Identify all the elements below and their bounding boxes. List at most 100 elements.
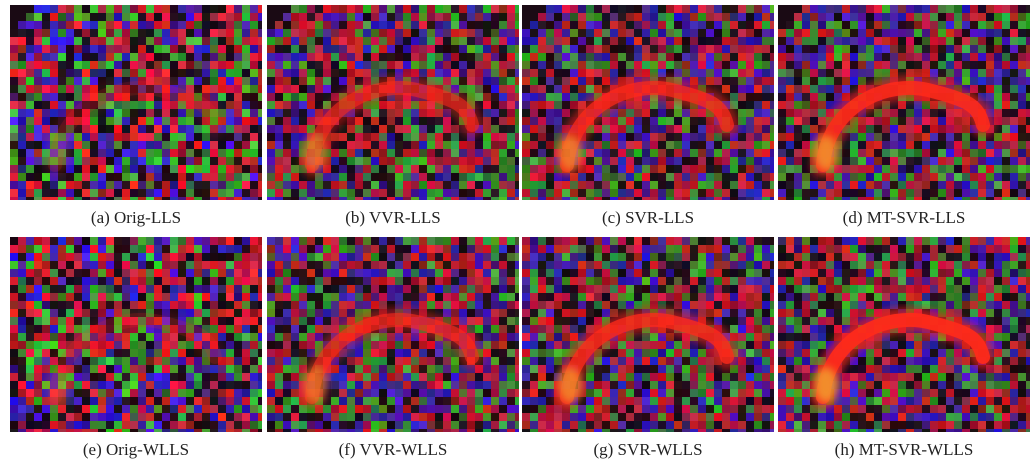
- pixel: [90, 365, 98, 373]
- pixel: [626, 237, 634, 245]
- pixel: [650, 173, 658, 181]
- pixel: [610, 61, 618, 69]
- pixel: [114, 157, 122, 165]
- pixel: [146, 157, 154, 165]
- pixel: [602, 125, 610, 133]
- pixel: [475, 285, 483, 293]
- pixel: [82, 413, 90, 421]
- pixel: [42, 421, 50, 429]
- pixel: [802, 101, 810, 109]
- pixel: [283, 77, 291, 85]
- pixel: [339, 397, 347, 405]
- pixel: [363, 357, 371, 365]
- pixel: [178, 301, 186, 309]
- pixel: [515, 157, 523, 165]
- pixel: [226, 381, 234, 389]
- pixel: [475, 429, 483, 437]
- pixel: [515, 421, 523, 429]
- pixel: [363, 173, 371, 181]
- pixel: [435, 261, 443, 269]
- pixel: [339, 357, 347, 365]
- pixel: [898, 125, 906, 133]
- pixel: [746, 45, 754, 53]
- pixel: [138, 197, 146, 205]
- pixel: [850, 197, 858, 205]
- pixel: [682, 181, 690, 189]
- pixel: [226, 269, 234, 277]
- pixel: [1026, 197, 1030, 205]
- pixel: [586, 269, 594, 277]
- pixel: [323, 317, 331, 325]
- pixel: [850, 173, 858, 181]
- pixel: [186, 285, 194, 293]
- pixel: [530, 37, 538, 45]
- pixel: [178, 429, 186, 437]
- pixel: [874, 125, 882, 133]
- pixel: [331, 293, 339, 301]
- pixel: [698, 261, 706, 269]
- pixel: [283, 381, 291, 389]
- pixel: [226, 277, 234, 285]
- pixel: [339, 13, 347, 21]
- pixel: [170, 109, 178, 117]
- pixel: [562, 61, 570, 69]
- pixel: [82, 5, 90, 13]
- pixel: [242, 413, 250, 421]
- pixel: [610, 117, 618, 125]
- pixel: [315, 413, 323, 421]
- pixel: [586, 237, 594, 245]
- pixel: [138, 397, 146, 405]
- pixel: [954, 149, 962, 157]
- pixel: [467, 197, 475, 205]
- pixel: [722, 53, 730, 61]
- pixel: [618, 45, 626, 53]
- pixel: [90, 117, 98, 125]
- pixel: [978, 141, 986, 149]
- pixel: [90, 397, 98, 405]
- pixel: [475, 293, 483, 301]
- pixel: [770, 165, 778, 173]
- pixel: [946, 29, 954, 37]
- pixel: [307, 53, 315, 61]
- pixel: [323, 301, 331, 309]
- pixel: [922, 29, 930, 37]
- pixel: [90, 421, 98, 429]
- pixel: [331, 21, 339, 29]
- pixel: [770, 109, 778, 117]
- pixel: [162, 21, 170, 29]
- pixel: [978, 69, 986, 77]
- pixel: [283, 197, 291, 205]
- pixel: [291, 133, 299, 141]
- pixel: [275, 85, 283, 93]
- pixel: [1018, 109, 1026, 117]
- pixel: [122, 189, 130, 197]
- pixel: [427, 341, 435, 349]
- pixel: [586, 245, 594, 253]
- pixel: [307, 333, 315, 341]
- pixel: [395, 301, 403, 309]
- pixel: [186, 381, 194, 389]
- pixel: [650, 245, 658, 253]
- pixel: [50, 37, 58, 45]
- pixel: [938, 5, 946, 13]
- pixel: [299, 13, 307, 21]
- pixel: [962, 165, 970, 173]
- pixel: [515, 253, 523, 261]
- pixel: [379, 365, 387, 373]
- pixel: [347, 149, 355, 157]
- pixel: [331, 85, 339, 93]
- pixel: [475, 325, 483, 333]
- pixel: [395, 181, 403, 189]
- pixel: [962, 69, 970, 77]
- pixel: [522, 133, 530, 141]
- pixel: [642, 133, 650, 141]
- pixel: [202, 389, 210, 397]
- pixel: [922, 109, 930, 117]
- pixel: [315, 181, 323, 189]
- pixel: [762, 45, 770, 53]
- pixel: [74, 181, 82, 189]
- pixel: [275, 397, 283, 405]
- pixel: [810, 93, 818, 101]
- pixel: [283, 189, 291, 197]
- pixel: [258, 101, 266, 109]
